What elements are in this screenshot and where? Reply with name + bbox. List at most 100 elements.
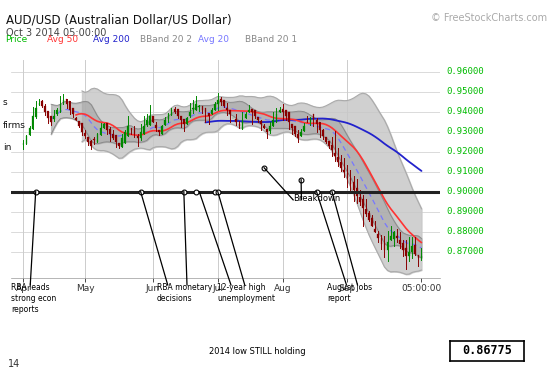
Bar bbox=[365, 209, 367, 214]
Bar bbox=[183, 119, 185, 124]
Bar bbox=[90, 141, 92, 146]
Bar bbox=[63, 100, 64, 104]
Bar bbox=[248, 110, 250, 112]
Bar bbox=[325, 137, 327, 142]
Bar bbox=[168, 114, 169, 119]
Bar bbox=[217, 100, 219, 104]
Bar bbox=[81, 123, 83, 132]
Text: BBand 20 2: BBand 20 2 bbox=[140, 35, 192, 44]
Text: 0.86775: 0.86775 bbox=[462, 345, 512, 357]
Bar bbox=[130, 128, 132, 130]
Bar bbox=[310, 118, 311, 122]
Bar bbox=[201, 106, 203, 110]
Bar bbox=[350, 178, 351, 184]
Bar bbox=[199, 106, 200, 107]
Bar bbox=[328, 141, 330, 146]
Bar bbox=[393, 232, 394, 239]
Bar bbox=[170, 110, 172, 116]
Bar bbox=[270, 126, 271, 131]
Bar bbox=[343, 170, 345, 172]
Bar bbox=[316, 120, 317, 124]
Bar bbox=[399, 240, 401, 244]
Bar bbox=[220, 99, 222, 102]
Bar bbox=[69, 101, 70, 110]
Bar bbox=[251, 108, 252, 112]
Text: s: s bbox=[3, 98, 7, 107]
Text: 0.91000: 0.91000 bbox=[447, 167, 484, 176]
Bar bbox=[59, 104, 61, 112]
Bar bbox=[239, 124, 240, 126]
Text: RBA leads
strong econ
reports: RBA leads strong econ reports bbox=[11, 283, 56, 314]
Bar bbox=[84, 133, 86, 136]
Bar bbox=[297, 134, 299, 138]
Text: 0.89000: 0.89000 bbox=[447, 207, 484, 216]
Bar bbox=[103, 124, 104, 128]
Bar bbox=[226, 108, 228, 110]
Bar bbox=[26, 136, 28, 144]
Text: RBA monetary
decisions: RBA monetary decisions bbox=[157, 283, 212, 303]
Text: 0.87000: 0.87000 bbox=[447, 247, 484, 256]
Bar bbox=[396, 236, 398, 238]
Bar bbox=[266, 129, 268, 132]
Bar bbox=[405, 248, 407, 255]
Text: AUD/USD (Australian Dollar/US Dollar): AUD/USD (Australian Dollar/US Dollar) bbox=[6, 13, 231, 26]
Bar bbox=[346, 173, 348, 178]
Bar bbox=[245, 114, 246, 118]
Bar bbox=[50, 116, 52, 122]
Bar bbox=[381, 238, 382, 244]
Bar bbox=[192, 108, 194, 109]
Text: Breakdown: Breakdown bbox=[293, 194, 340, 202]
Bar bbox=[356, 188, 358, 196]
Bar bbox=[72, 108, 74, 114]
Bar bbox=[137, 136, 139, 138]
Bar bbox=[128, 126, 129, 135]
Bar bbox=[300, 132, 302, 136]
Bar bbox=[195, 104, 197, 110]
Text: BBand 20 1: BBand 20 1 bbox=[245, 35, 297, 44]
Bar bbox=[371, 218, 373, 226]
Text: 0.88000: 0.88000 bbox=[447, 227, 484, 236]
Bar bbox=[291, 124, 293, 128]
Bar bbox=[294, 126, 296, 134]
Bar bbox=[362, 198, 364, 208]
Bar bbox=[121, 138, 123, 147]
Bar bbox=[75, 118, 76, 120]
Bar bbox=[254, 110, 256, 116]
Bar bbox=[97, 134, 98, 142]
Bar bbox=[331, 146, 333, 150]
Bar bbox=[158, 130, 160, 132]
Text: 12-year high
unemployment: 12-year high unemployment bbox=[217, 283, 275, 303]
Bar bbox=[143, 126, 145, 134]
Bar bbox=[263, 126, 265, 128]
Bar bbox=[115, 135, 117, 142]
Bar bbox=[100, 128, 101, 135]
Bar bbox=[408, 252, 410, 256]
Bar bbox=[155, 125, 157, 128]
Bar bbox=[415, 245, 416, 254]
Text: © FreeStockCharts.com: © FreeStockCharts.com bbox=[431, 13, 547, 23]
Bar bbox=[276, 114, 277, 122]
Bar bbox=[41, 101, 43, 106]
Bar bbox=[417, 255, 419, 258]
Text: 0.92000: 0.92000 bbox=[447, 147, 484, 156]
Bar bbox=[152, 116, 154, 122]
Bar bbox=[337, 157, 339, 162]
Bar bbox=[214, 104, 216, 110]
Bar bbox=[177, 109, 179, 116]
Text: Avg 20: Avg 20 bbox=[198, 35, 229, 44]
Bar bbox=[53, 116, 55, 119]
Bar bbox=[390, 236, 392, 240]
Bar bbox=[272, 120, 274, 126]
Bar bbox=[32, 116, 34, 129]
Bar bbox=[109, 129, 111, 134]
Bar bbox=[368, 213, 370, 220]
Bar bbox=[359, 197, 361, 202]
Text: 0.94000: 0.94000 bbox=[447, 107, 484, 116]
Text: 2014 low STILL holding: 2014 low STILL holding bbox=[209, 347, 306, 356]
Text: in: in bbox=[3, 143, 11, 152]
Bar bbox=[279, 110, 280, 112]
Text: 0.95000: 0.95000 bbox=[447, 87, 484, 96]
Text: August jobs
report: August jobs report bbox=[327, 283, 372, 303]
Bar bbox=[174, 109, 175, 112]
Bar bbox=[112, 134, 114, 138]
